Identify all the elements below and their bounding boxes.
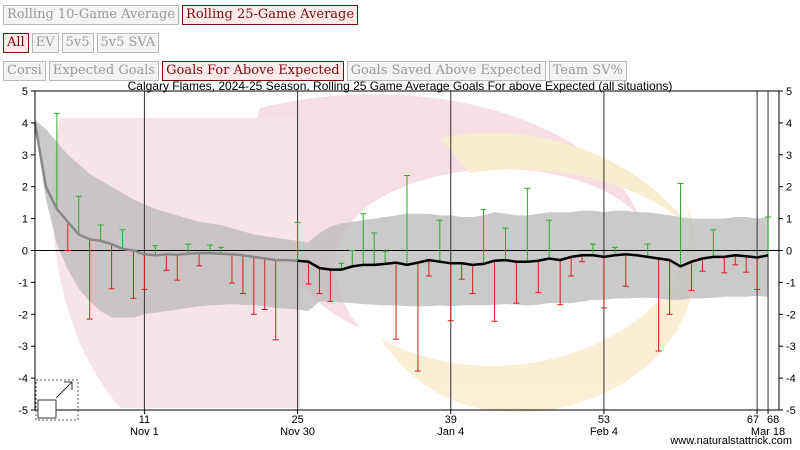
source-watermark: www.naturalstattrick.com [669,435,792,447]
y-tick-label-right: -4 [786,373,796,385]
chart-title: Calgary Flames, 2024-25 Season, Rolling … [128,79,673,93]
y-tick-label: 1 [22,214,28,226]
y-tick-label-right: -2 [786,309,796,321]
x-tick-label: 67 [747,414,759,426]
metric-gsax-button[interactable]: Goals Saved Above Expected [346,61,546,81]
expand-icon[interactable] [35,379,79,421]
y-tick-label: 4 [22,118,28,130]
x-tick-date: Nov 30 [280,426,315,438]
metric-team-sv-button[interactable]: Team SV% [548,61,627,81]
y-tick-label-right: 3 [786,150,792,162]
metric-selector: Corsi Expected Goals Goals For Above Exp… [3,61,627,81]
x-tick-date: Feb 4 [590,426,618,438]
x-tick-date: Jan 4 [437,426,464,438]
y-tick-label: 2 [22,182,28,194]
y-tick-label: -2 [18,309,28,321]
y-tick-label: -5 [18,405,28,417]
y-tick-label: 3 [22,150,28,162]
situation-selector: All EV 5v5 5v5 SVA [3,33,160,53]
x-tick-label: 39 [445,414,457,426]
x-tick-label: 53 [598,414,610,426]
y-tick-label: -1 [18,277,28,289]
situation-all-button[interactable]: All [3,33,29,53]
y-tick-label-right: -3 [786,341,796,353]
rolling-10-game-button[interactable]: Rolling 10-Game Average [3,5,180,25]
x-tick-label: 68 [767,414,779,426]
x-tick-date: Mar 18 [751,426,785,438]
situation-ev-button[interactable]: EV [31,33,59,53]
metric-expected-goals-button[interactable]: Expected Goals [48,61,160,81]
y-tick-label: -3 [18,341,28,353]
situation-5v5-sva-button[interactable]: 5v5 SVA [96,33,160,53]
y-tick-label-right: 2 [786,182,792,194]
y-tick-label-right: 4 [786,118,792,130]
y-tick-label-right: 5 [786,86,792,98]
x-tick-date: Nov 1 [130,426,159,438]
rolling-average-line [297,253,769,271]
confidence-band [35,119,769,318]
metric-corsi-button[interactable]: Corsi [3,61,46,81]
rolling-25-game-button[interactable]: Rolling 25-Game Average [182,5,359,25]
y-tick-label-right: -5 [786,405,796,417]
y-tick-label: -4 [18,373,28,385]
metric-gfax-button[interactable]: Goals For Above Expected [162,61,344,81]
situation-5v5-button[interactable]: 5v5 [61,33,94,53]
x-tick-label: 25 [291,414,303,426]
rolling-average-line-partial [33,122,298,262]
y-tick-label: 0 [22,246,28,258]
rolling-window-selector: Rolling 10-Game Average Rolling 25-Game … [3,5,359,25]
y-tick-label-right: 1 [786,214,792,226]
x-tick-label: 11 [139,414,150,426]
y-tick-label: 5 [22,86,28,98]
y-tick-label-right: 0 [786,246,792,258]
y-tick-label-right: -1 [786,277,796,289]
